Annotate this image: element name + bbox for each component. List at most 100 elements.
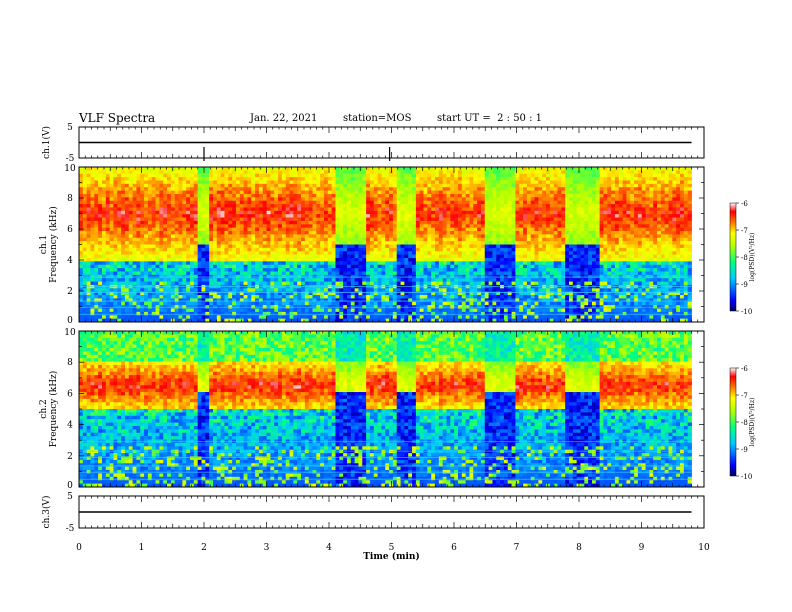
spectrogram-cell <box>289 268 294 272</box>
spectrogram-cell <box>155 173 160 178</box>
spectrogram-cell <box>197 251 202 256</box>
spectrogram-cell <box>362 234 367 239</box>
spectrogram-cell <box>258 268 264 272</box>
spectrogram-cell <box>228 318 233 323</box>
spectrogram-cell <box>346 234 352 239</box>
spectrogram-cell <box>480 254 486 259</box>
spectrogram-cell <box>224 217 229 222</box>
spectrogram-cell <box>228 278 233 282</box>
spectrogram-cell <box>278 237 283 242</box>
spectrogram-cell <box>216 278 222 282</box>
spectrogram-cell <box>274 231 279 235</box>
spectrogram-cell <box>159 234 164 239</box>
spectrogram-cell <box>274 183 279 188</box>
spectrogram-cell <box>128 220 133 225</box>
spectrogram-cell <box>121 220 126 225</box>
spectrogram-cell <box>289 217 294 222</box>
spectrogram-cell <box>324 311 329 316</box>
spectrogram-cell <box>86 187 91 191</box>
spectrogram-cell <box>270 237 275 242</box>
spectrogram-cell <box>358 183 363 188</box>
spectrogram-cell <box>205 204 210 208</box>
spectrogram-cell <box>274 318 279 323</box>
spectrogram-cell <box>392 291 398 296</box>
spectrogram-cell <box>258 210 264 215</box>
spectrogram-cell <box>304 200 310 205</box>
spectrogram-cell <box>174 214 179 218</box>
spectrogram-cell <box>232 200 237 205</box>
spectrogram-cell <box>465 254 470 259</box>
spectrogram-cell <box>105 291 111 296</box>
spectrogram-cell <box>454 301 459 306</box>
spectrogram-cell <box>136 268 141 272</box>
spectrogram-cell <box>186 237 191 242</box>
spectrogram-cell <box>117 278 122 282</box>
spectrogram-cell <box>404 197 409 202</box>
spectrogram-cell <box>228 264 233 269</box>
spectrogram-cell <box>400 278 405 282</box>
spectrogram-cell <box>354 298 359 303</box>
spectrogram-cell <box>335 268 340 272</box>
spectrogram-cell <box>147 261 153 266</box>
spectrogram-cell <box>190 180 195 185</box>
spectrogram-cell <box>197 241 202 245</box>
spectrogram-cell <box>480 284 486 289</box>
spectrogram-cell <box>224 244 229 249</box>
spectrogram-cell <box>197 257 202 262</box>
spectrogram-cell <box>132 291 137 296</box>
spectrogram-cell <box>255 231 260 235</box>
spectrogram-cell <box>101 224 107 229</box>
spectrogram-cell <box>274 220 279 225</box>
spectrogram-cell <box>480 301 486 306</box>
spectrogram-cell <box>454 210 459 215</box>
spectrogram-cell <box>79 187 84 191</box>
spectrogram-cell <box>167 241 172 245</box>
spectrogram-cell <box>327 220 333 225</box>
spectrogram-cell <box>381 220 386 225</box>
spectrogram-cell <box>258 295 264 299</box>
spectrogram-cell <box>320 207 325 212</box>
spectrogram-cell <box>477 210 482 215</box>
spectrogram-cell <box>124 288 130 293</box>
spectrogram-cell <box>178 318 183 323</box>
spectrogram-cell <box>174 315 179 320</box>
spectrogram-cell <box>174 318 179 323</box>
spectrogram-cell <box>457 237 463 242</box>
spectrogram-cell <box>419 291 424 296</box>
spectrogram-cell <box>446 254 451 259</box>
spectrogram-cell <box>396 311 401 316</box>
spectrogram-cell <box>147 281 153 286</box>
spectrogram-cell <box>190 264 195 269</box>
spectrogram-cell <box>170 193 176 198</box>
spectrogram-cell <box>140 220 145 225</box>
spectrogram-cell <box>346 207 352 212</box>
spectrogram-cell <box>174 177 179 181</box>
spectrogram-cell <box>209 271 214 276</box>
spectrogram-cell <box>251 234 256 239</box>
spectrogram-cell <box>140 241 145 245</box>
spectrogram-cell <box>239 268 245 272</box>
spectrogram-cell <box>327 244 333 249</box>
spectrogram-cell <box>174 281 179 286</box>
spectrogram-cell <box>358 234 363 239</box>
spectrogram-cell <box>343 318 348 323</box>
spectrogram-cell <box>235 214 241 218</box>
spectrogram-cell <box>373 210 378 215</box>
spectrogram-cell <box>480 298 486 303</box>
spectrogram-cell <box>412 177 417 181</box>
spectrogram-cell <box>289 261 294 266</box>
spectrogram-cell <box>90 298 95 303</box>
spectrogram-cell <box>419 210 424 215</box>
spectrogram-cell <box>243 257 248 262</box>
spectrogram-cell <box>258 173 264 178</box>
spectrogram-cell <box>155 241 160 245</box>
spectrogram-cell <box>446 311 451 316</box>
spectrogram-cell <box>212 224 218 229</box>
spectrogram-cell <box>197 207 202 212</box>
spectrogram-cell <box>320 200 325 205</box>
spectrogram-cell <box>109 284 114 289</box>
spectrogram-cell <box>258 281 264 286</box>
spectrogram-cell <box>151 204 156 208</box>
spectrogram-cell <box>232 224 237 229</box>
spectrogram-cell <box>461 170 467 175</box>
